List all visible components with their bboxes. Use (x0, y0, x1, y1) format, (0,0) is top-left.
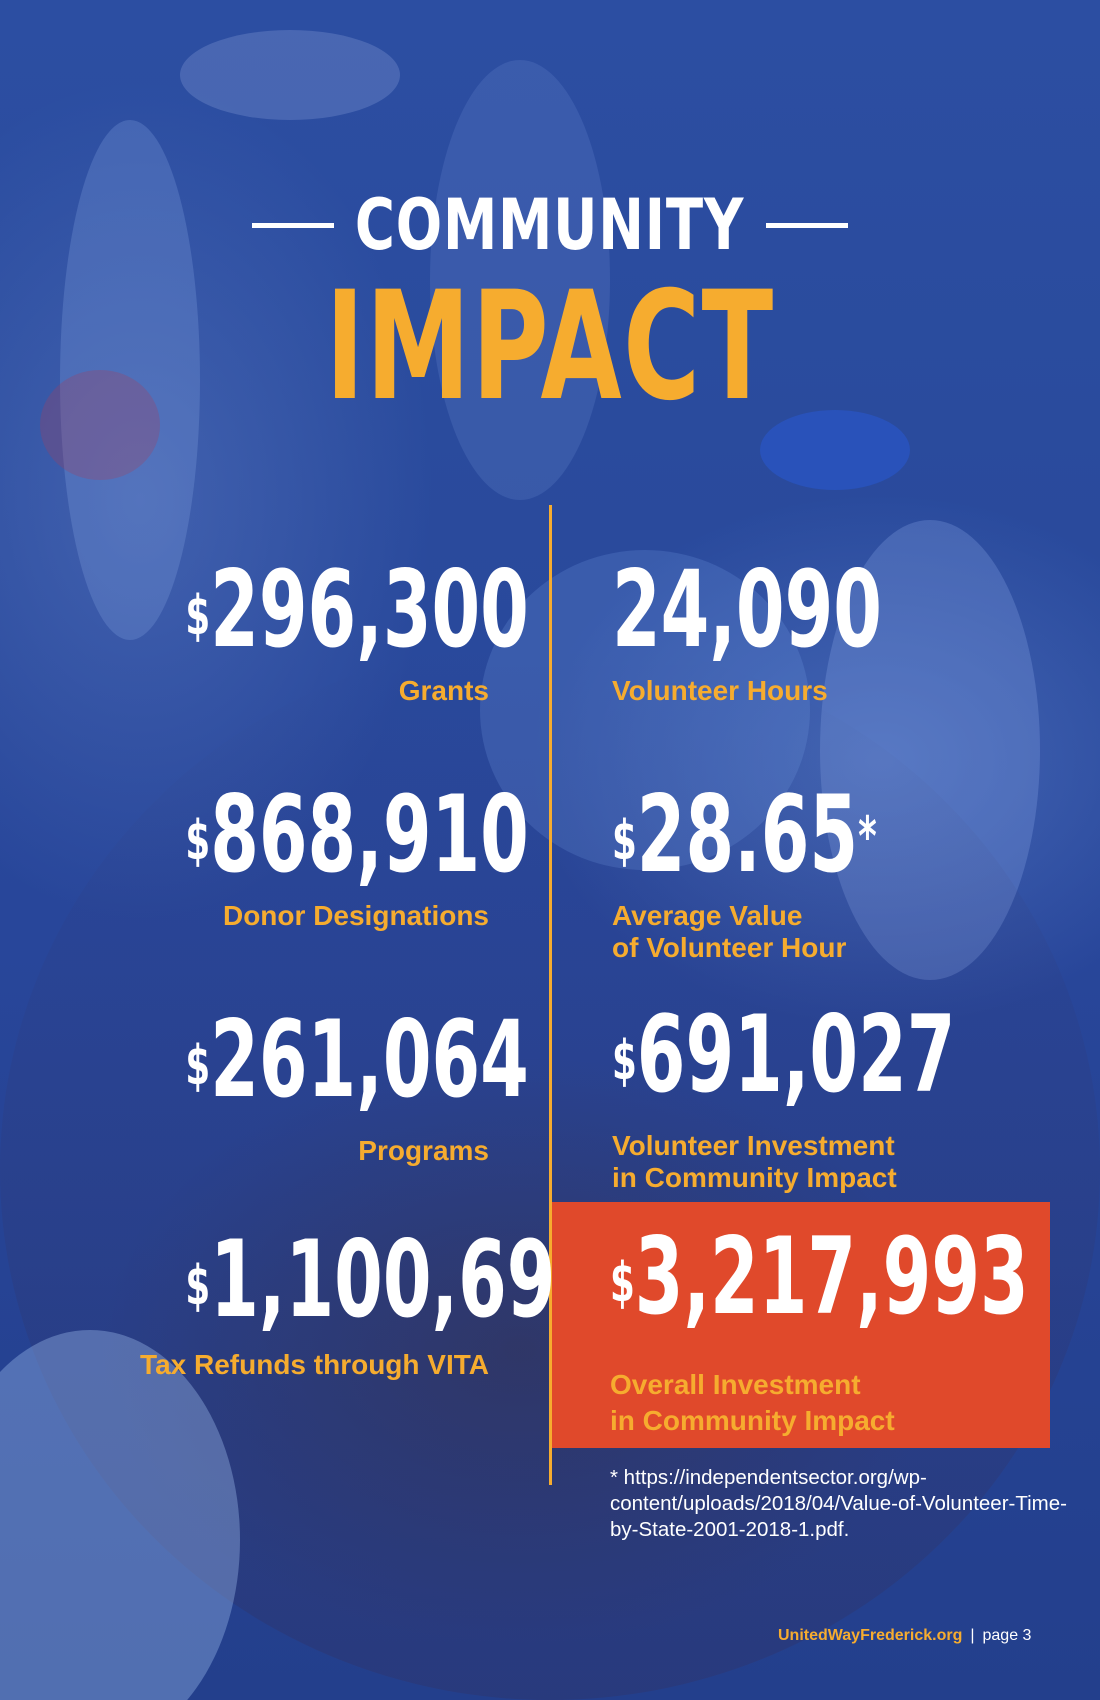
heading-impact: IMPACT (325, 260, 775, 434)
stat-value: $868,910 (185, 773, 529, 896)
stat-volunteer-hours: 24,090 Volunteer Hours (612, 555, 1072, 707)
asterisk: * (858, 805, 877, 868)
total-value: $3,217,993 (610, 1215, 1029, 1338)
stat-tax-refunds: $1,100,692 Tax Refunds through VITA (29, 1218, 605, 1381)
page-footer: UnitedWayFrederick.org | page 3 (778, 1627, 1031, 1645)
heading-line1: COMMUNITY (0, 180, 1100, 270)
stat-label: Volunteer Investment in Community Impact (612, 1130, 897, 1193)
right-rule (765, 222, 848, 228)
website-link[interactable]: UnitedWayFrederick.org (778, 1627, 963, 1644)
total-investment-box: $3,217,993 Overall Investment in Communit… (552, 1202, 1050, 1448)
stat-label: Volunteer Hours (612, 675, 828, 706)
stat-label: Tax Refunds through VITA (140, 1349, 489, 1380)
stat-value: $261,064 (185, 998, 529, 1121)
total-label: Overall Investment in Community Impact (610, 1369, 895, 1436)
stat-programs: $261,064 Programs (29, 998, 529, 1167)
stat-value: $296,300 (185, 548, 529, 671)
column-divider (549, 505, 552, 1485)
heading-community: COMMUNITY (355, 184, 745, 266)
stat-value: $28.65* (612, 773, 877, 896)
footnote: * https://independentsector.org/wp-conte… (610, 1466, 1067, 1541)
page-number: page 3 (982, 1627, 1032, 1644)
stat-grants: $296,300 Grants (29, 548, 529, 707)
stat-volunteer-investment: $691,027 Volunteer Investment in Communit… (612, 1000, 1072, 1194)
stat-label: Grants (398, 675, 489, 706)
stat-value: 24,090 (612, 548, 882, 671)
stat-donor-designations: $868,910 Donor Designations (29, 773, 529, 932)
stat-value: $1,100,692 (185, 1218, 605, 1341)
left-rule (252, 222, 335, 228)
stat-label: Donor Designations (222, 900, 489, 931)
stat-value: $691,027 (612, 993, 956, 1116)
stat-label: Average Value of Volunteer Hour (612, 900, 847, 963)
footer-separator: | (970, 1627, 975, 1644)
stat-label: Programs (358, 1135, 489, 1166)
stat-average-value: $28.65* Average Value of Volunteer Hour (612, 780, 1072, 964)
